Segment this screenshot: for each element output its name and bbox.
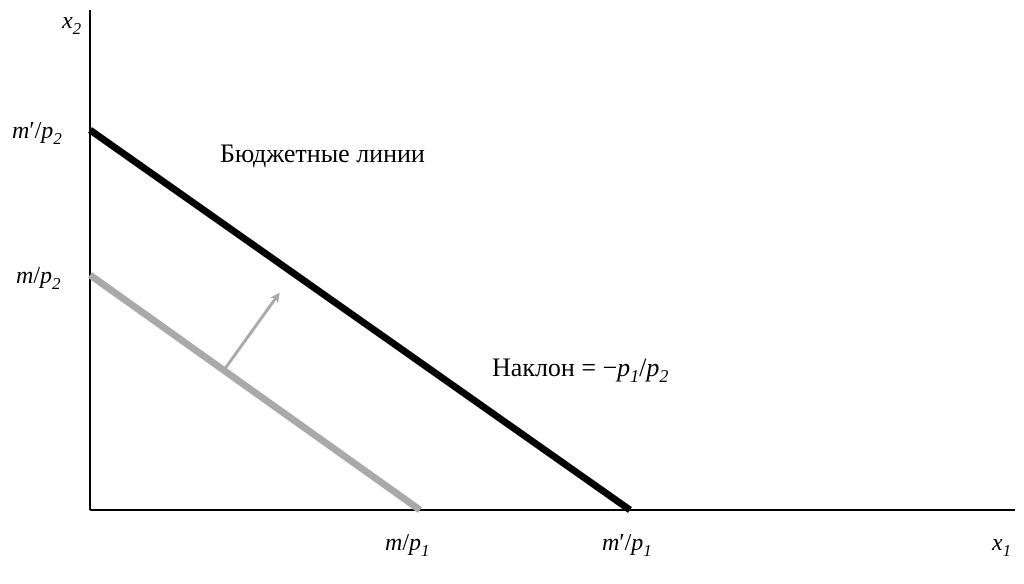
y-intercept-inner-label: m/p2 bbox=[16, 263, 61, 293]
shift-arrow-icon bbox=[224, 295, 278, 370]
y-axis-label: x2 bbox=[61, 8, 82, 38]
x-intercept-outer-label: m′/p1 bbox=[602, 530, 652, 560]
budget-line-outer bbox=[90, 130, 630, 510]
x-axis-label: x1 bbox=[991, 530, 1011, 560]
y-intercept-outer-label: m′/p2 bbox=[12, 118, 62, 148]
budget-lines-chart: x2 x1 m′/p2 m/p2 m/p1 m′/p1 Бюджетные ли… bbox=[0, 0, 1024, 584]
x-intercept-inner-label: m/p1 bbox=[385, 530, 430, 560]
chart-title: Бюджетные линии bbox=[220, 139, 425, 168]
budget-line-inner bbox=[90, 275, 420, 510]
slope-annotation: Наклон = −p1/p2 bbox=[492, 353, 668, 386]
